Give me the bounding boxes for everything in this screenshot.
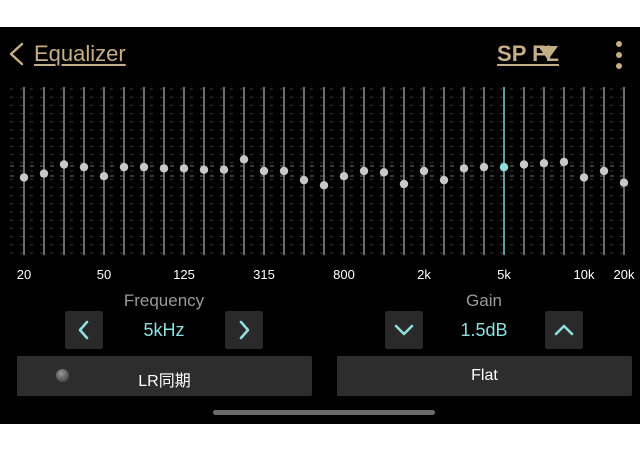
- eq-band-knob[interactable]: [299, 175, 309, 185]
- lr-sync-label: LR同期: [138, 373, 191, 390]
- flat-label: Flat: [471, 367, 498, 384]
- eq-band-knob[interactable]: [79, 162, 89, 172]
- eq-band-knob[interactable]: [99, 172, 109, 181]
- frequency-tick-label: 50: [96, 267, 112, 282]
- eq-band-knob[interactable]: [319, 181, 329, 190]
- frequency-tick-label: 2k: [417, 267, 431, 282]
- dropdown-triangle-icon[interactable]: [537, 45, 559, 61]
- eq-band-knob[interactable]: [59, 160, 69, 169]
- equalizer-screen: Equalizer SP FL 20 50 125 315 800 2k 5k 10k 20k …: [0, 27, 640, 424]
- home-indicator: [213, 410, 435, 415]
- eq-band-knob[interactable]: [279, 166, 289, 176]
- frequency-label: Frequency: [123, 291, 205, 310]
- chevron-down-icon: [394, 324, 414, 336]
- eq-band-knob[interactable]: [599, 166, 609, 176]
- gain-increase-button[interactable]: [545, 311, 583, 349]
- chevron-left-icon: [78, 320, 89, 340]
- eq-band-knob[interactable]: [159, 164, 169, 173]
- eq-band-knob[interactable]: [419, 166, 429, 176]
- eq-band-knob[interactable]: [199, 165, 209, 174]
- eq-band-knob[interactable]: [519, 160, 529, 169]
- gain-label: Gain: [466, 291, 502, 310]
- lr-sync-button[interactable]: LR同期: [17, 356, 312, 396]
- eq-band-knob[interactable]: [459, 164, 469, 173]
- frequency-tick-label: 5k: [497, 267, 511, 282]
- frequency-tick-label: 125: [173, 267, 195, 282]
- chevron-right-icon: [239, 320, 250, 340]
- eq-band-knob[interactable]: [179, 164, 189, 173]
- frequency-tick-label: 10k: [573, 267, 595, 282]
- gain-decrease-button[interactable]: [385, 311, 423, 349]
- eq-band-sliders[interactable]: [0, 85, 640, 257]
- eq-band-knob[interactable]: [139, 162, 149, 172]
- page-title: Equalizer: [34, 41, 126, 66]
- lr-sync-indicator-icon: [56, 369, 69, 382]
- eq-band-knob[interactable]: [619, 178, 629, 187]
- eq-band-knob[interactable]: [439, 175, 449, 185]
- frequency-tick-label: 315: [253, 267, 275, 282]
- frequency-value: 5kHz: [143, 320, 185, 340]
- eq-band-knob[interactable]: [339, 172, 349, 181]
- eq-band-knob[interactable]: [359, 166, 369, 176]
- chevron-up-icon: [554, 324, 574, 336]
- eq-band-knob[interactable]: [239, 155, 249, 164]
- frequency-tick-label: 20k: [613, 267, 635, 282]
- eq-band-knob[interactable]: [39, 169, 49, 178]
- frequency-decrease-button[interactable]: [65, 311, 103, 349]
- eq-band-knob[interactable]: [259, 166, 269, 176]
- frequency-scale: 20 50 125 315 800 2k 5k 10k 20k: [0, 267, 640, 283]
- gain-value: 1.5dB: [460, 320, 508, 340]
- eq-band-knob[interactable]: [119, 162, 129, 172]
- eq-band-knob[interactable]: [539, 159, 549, 168]
- back-chevron-icon[interactable]: [6, 41, 28, 67]
- eq-band-knob[interactable]: [579, 173, 589, 182]
- eq-band-knob[interactable]: [399, 179, 409, 189]
- frequency-tick-label: 800: [333, 267, 355, 282]
- more-menu-icon[interactable]: [612, 39, 626, 71]
- frequency-tick-label: 20: [16, 267, 32, 282]
- eq-band-knob[interactable]: [379, 168, 389, 177]
- eq-band-knob[interactable]: [559, 157, 569, 167]
- frequency-increase-button[interactable]: [225, 311, 263, 349]
- eq-band-knob[interactable]: [219, 165, 229, 174]
- flat-button[interactable]: Flat: [337, 356, 632, 396]
- eq-band-knob[interactable]: [499, 162, 509, 172]
- eq-band-knob[interactable]: [19, 173, 29, 182]
- eq-band-knob[interactable]: [479, 162, 489, 172]
